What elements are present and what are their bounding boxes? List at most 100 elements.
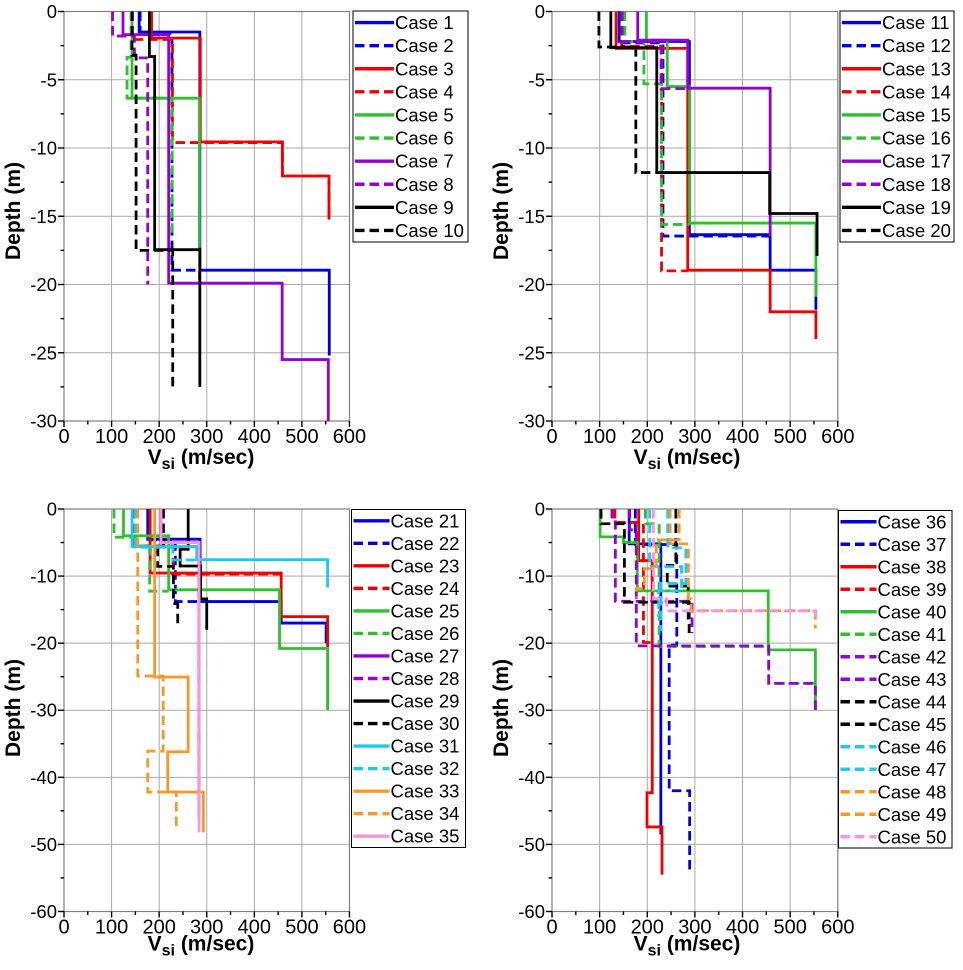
svg-text:Case 27: Case 27 <box>391 645 460 666</box>
svg-text:Case 50: Case 50 <box>878 826 947 847</box>
svg-text:-15: -15 <box>518 206 545 227</box>
svg-text:-60: -60 <box>518 901 545 922</box>
svg-text:Case 33: Case 33 <box>391 781 460 802</box>
svg-text:-20: -20 <box>518 633 545 654</box>
svg-text:Case 5: Case 5 <box>395 104 454 125</box>
svg-text:Case 28: Case 28 <box>391 668 460 689</box>
svg-text:-30: -30 <box>518 411 545 432</box>
svg-text:400: 400 <box>726 917 759 939</box>
svg-text:Depth (m): Depth (m) <box>2 162 25 260</box>
svg-text:500: 500 <box>773 917 806 939</box>
svg-text:Case 23: Case 23 <box>391 555 460 576</box>
svg-text:500: 500 <box>285 426 318 448</box>
svg-text:Case 3: Case 3 <box>395 58 454 79</box>
svg-text:100: 100 <box>583 917 616 939</box>
svg-text:600: 600 <box>333 917 366 939</box>
svg-text:-40: -40 <box>30 767 57 788</box>
svg-text:Case 42: Case 42 <box>878 646 947 667</box>
svg-text:Case 26: Case 26 <box>391 623 460 644</box>
svg-text:Case 8: Case 8 <box>395 174 454 195</box>
svg-text:Case 41: Case 41 <box>878 624 947 645</box>
svg-text:-5: -5 <box>41 69 57 90</box>
svg-text:Case 39: Case 39 <box>878 579 947 600</box>
svg-text:600: 600 <box>333 426 366 448</box>
svg-text:Case 12: Case 12 <box>882 35 951 56</box>
svg-text:Depth (m): Depth (m) <box>2 659 25 757</box>
svg-text:400: 400 <box>238 917 271 939</box>
svg-text:400: 400 <box>238 426 271 448</box>
svg-text:Case 29: Case 29 <box>391 691 460 712</box>
svg-text:-30: -30 <box>30 411 57 432</box>
svg-text:300: 300 <box>190 426 223 448</box>
svg-text:Case 44: Case 44 <box>878 691 947 712</box>
svg-text:200: 200 <box>142 426 175 448</box>
svg-text:Case 47: Case 47 <box>878 759 947 780</box>
svg-text:Case 13: Case 13 <box>882 58 951 79</box>
svg-text:Case 45: Case 45 <box>878 714 947 735</box>
svg-text:Case 24: Case 24 <box>391 578 460 599</box>
svg-text:0: 0 <box>58 426 69 448</box>
svg-text:Case 1: Case 1 <box>395 12 454 33</box>
svg-text:Case 32: Case 32 <box>391 758 460 779</box>
svg-text:-10: -10 <box>518 566 545 587</box>
svg-text:Case 49: Case 49 <box>878 804 947 825</box>
svg-text:Case 7: Case 7 <box>395 151 454 172</box>
svg-text:400: 400 <box>726 426 759 448</box>
svg-text:Case 30: Case 30 <box>391 713 460 734</box>
svg-text:300: 300 <box>190 917 223 939</box>
svg-text:-20: -20 <box>30 633 57 654</box>
svg-text:Case 4: Case 4 <box>395 81 454 102</box>
svg-text:Case 16: Case 16 <box>882 128 951 149</box>
svg-text:Case 40: Case 40 <box>878 601 947 622</box>
svg-text:0: 0 <box>47 1 57 22</box>
svg-text:0: 0 <box>546 917 557 939</box>
svg-text:Case 18: Case 18 <box>882 174 951 195</box>
svg-text:0: 0 <box>47 499 57 520</box>
svg-text:Case 35: Case 35 <box>391 826 460 847</box>
svg-text:-10: -10 <box>518 138 545 159</box>
svg-text:Depth (m): Depth (m) <box>490 162 513 260</box>
svg-text:0: 0 <box>535 1 545 22</box>
svg-text:0: 0 <box>58 917 69 939</box>
svg-text:Case 19: Case 19 <box>882 197 951 218</box>
svg-text:200: 200 <box>631 917 664 939</box>
svg-text:Case 20: Case 20 <box>882 220 951 241</box>
svg-text:-10: -10 <box>30 566 57 587</box>
svg-text:Case 2: Case 2 <box>395 35 454 56</box>
svg-text:Case 34: Case 34 <box>391 803 460 824</box>
svg-text:-5: -5 <box>529 69 545 90</box>
svg-text:Case 43: Case 43 <box>878 669 947 690</box>
svg-text:-30: -30 <box>518 700 545 721</box>
svg-text:-20: -20 <box>518 274 545 295</box>
svg-text:-50: -50 <box>518 834 545 855</box>
svg-text:100: 100 <box>583 426 616 448</box>
svg-text:0: 0 <box>546 426 557 448</box>
svg-text:Vsi (m/sec): Vsi (m/sec) <box>148 446 255 473</box>
svg-text:Case 25: Case 25 <box>391 600 460 621</box>
svg-text:-30: -30 <box>30 700 57 721</box>
svg-text:-15: -15 <box>30 206 57 227</box>
svg-text:Case 37: Case 37 <box>878 534 947 555</box>
svg-text:600: 600 <box>821 917 854 939</box>
svg-text:Case 17: Case 17 <box>882 151 951 172</box>
svg-text:-25: -25 <box>518 342 545 363</box>
svg-text:300: 300 <box>678 917 711 939</box>
svg-text:Case 10: Case 10 <box>395 220 464 241</box>
svg-text:Case 38: Case 38 <box>878 556 947 577</box>
svg-text:Case 14: Case 14 <box>882 81 951 102</box>
svg-text:0: 0 <box>535 499 545 520</box>
svg-text:100: 100 <box>95 917 128 939</box>
svg-text:-50: -50 <box>30 834 57 855</box>
svg-text:Case 31: Case 31 <box>391 736 460 757</box>
svg-text:Case 48: Case 48 <box>878 781 947 802</box>
svg-text:300: 300 <box>678 426 711 448</box>
svg-text:-20: -20 <box>30 274 57 295</box>
svg-text:Case 22: Case 22 <box>391 533 460 554</box>
svg-text:Case 15: Case 15 <box>882 104 951 125</box>
svg-text:-10: -10 <box>30 138 57 159</box>
svg-text:200: 200 <box>631 426 664 448</box>
svg-text:-40: -40 <box>518 767 545 788</box>
svg-text:500: 500 <box>285 917 318 939</box>
svg-text:Case 46: Case 46 <box>878 736 947 757</box>
svg-text:Case 36: Case 36 <box>878 511 947 532</box>
